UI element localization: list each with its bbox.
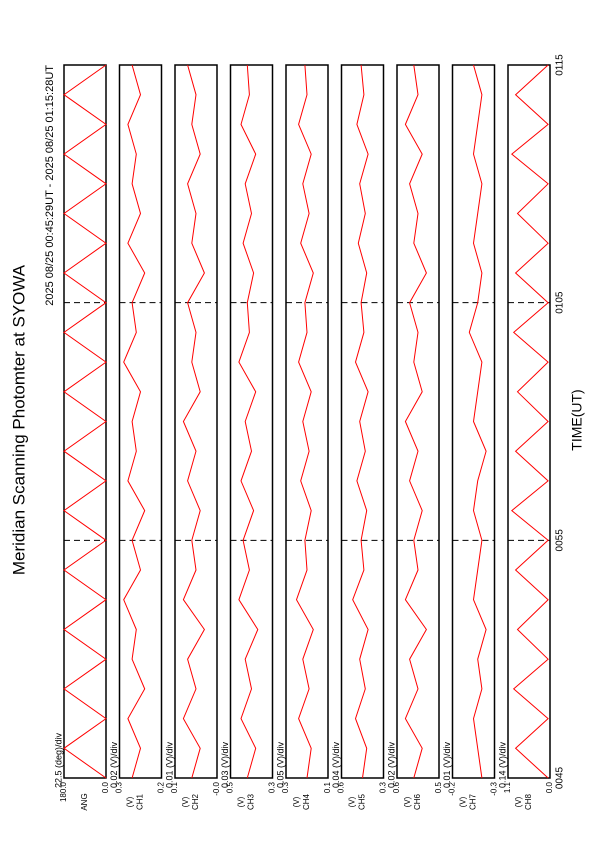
data-line [468,64,487,779]
x-tick-label: 0115 [555,54,566,76]
y-tick-label: 0.3 [379,781,388,793]
data-line [182,64,205,779]
y-tick-label: 0.5 [434,781,443,793]
data-line [295,64,314,779]
channel-unit: (V) [292,796,301,807]
channel-name: ANG [80,793,89,810]
panel-scale: 0.05 (V)/div [275,741,285,788]
panel-frame [118,64,163,779]
channel-unit: (V) [403,796,412,807]
chart-title: Meridian Scanning Photomter at SYOWA [9,264,28,575]
panel-scale: 0.14 (V)/div [497,741,507,788]
panel-frame [229,64,274,779]
x-axis-label: TIME(UT) [569,389,585,450]
y-tick-label: 0.6 [392,781,401,793]
channel-unit: (V) [459,796,468,807]
panel-frame [507,64,551,779]
y-tick-label: 180.0 [59,781,68,802]
data-line [238,64,259,779]
channel-unit: (V) [126,796,135,807]
panel-frame [285,64,329,779]
data-line [63,64,107,779]
data-line [123,64,146,779]
channel-name: CH3 [247,793,256,810]
channel-name: CH5 [358,793,367,810]
panel-frame [340,64,385,779]
y-tick-label: 0.5 [226,781,235,793]
panel-scale: 0.02 (V)/div [109,741,119,788]
y-tick-label: 0.2 [157,781,166,793]
channel-unit: (V) [181,796,190,807]
data-line [352,64,369,779]
panel-frame [63,64,107,779]
channel-name: CH7 [469,793,478,810]
channel-name: CH8 [524,793,533,810]
y-tick-label: -0.0 [212,781,221,795]
x-tick-label: 0045 [555,766,566,789]
panel-scale: 22.5 (deg)/div [53,732,63,788]
y-tick-label: -0.2 [448,781,457,795]
y-tick-label: 0.1 [323,781,332,793]
channel-unit: (V) [514,796,523,807]
x-tick-label: 0105 [555,291,566,314]
channel-unit: (V) [237,796,246,807]
y-tick-label: -0.3 [490,781,499,795]
y-tick-label: 0.0 [545,781,554,793]
panel-frame [396,64,440,779]
y-tick-label: 0.3 [268,781,277,793]
panel-scale: 0.01 (V)/div [442,741,452,788]
channel-unit: (V) [348,796,357,807]
panel-frame [174,64,218,779]
y-tick-label: 0.6 [337,781,346,793]
y-tick-label: 0.3 [281,781,290,793]
x-tick-label: 0055 [555,529,566,552]
y-tick-label: 1.1 [503,781,512,793]
chart: Meridian Scanning Photomter at SYOWA 202… [9,54,584,811]
panel-scale: 0.03 (V)/div [220,741,230,788]
y-tick-label: 0.0 [101,781,110,793]
data-line [404,64,427,779]
chart-subtitle: 2025 08/25 00:45:29UT - 2025 08/25 01:15… [44,65,56,306]
channel-name: CH2 [191,793,200,810]
channel-name: CH4 [302,793,311,810]
y-tick-label: 0.3 [115,781,124,793]
channel-name: CH6 [413,793,422,810]
panel-scale: 0.02 (V)/div [386,741,396,788]
y-tick-label: 0.1 [170,781,179,793]
channel-name: CH1 [136,793,145,810]
data-line [511,64,549,779]
panel-scale: 0.04 (V)/div [331,741,341,788]
panel-scale: 0.01 (V)/div [164,741,174,788]
